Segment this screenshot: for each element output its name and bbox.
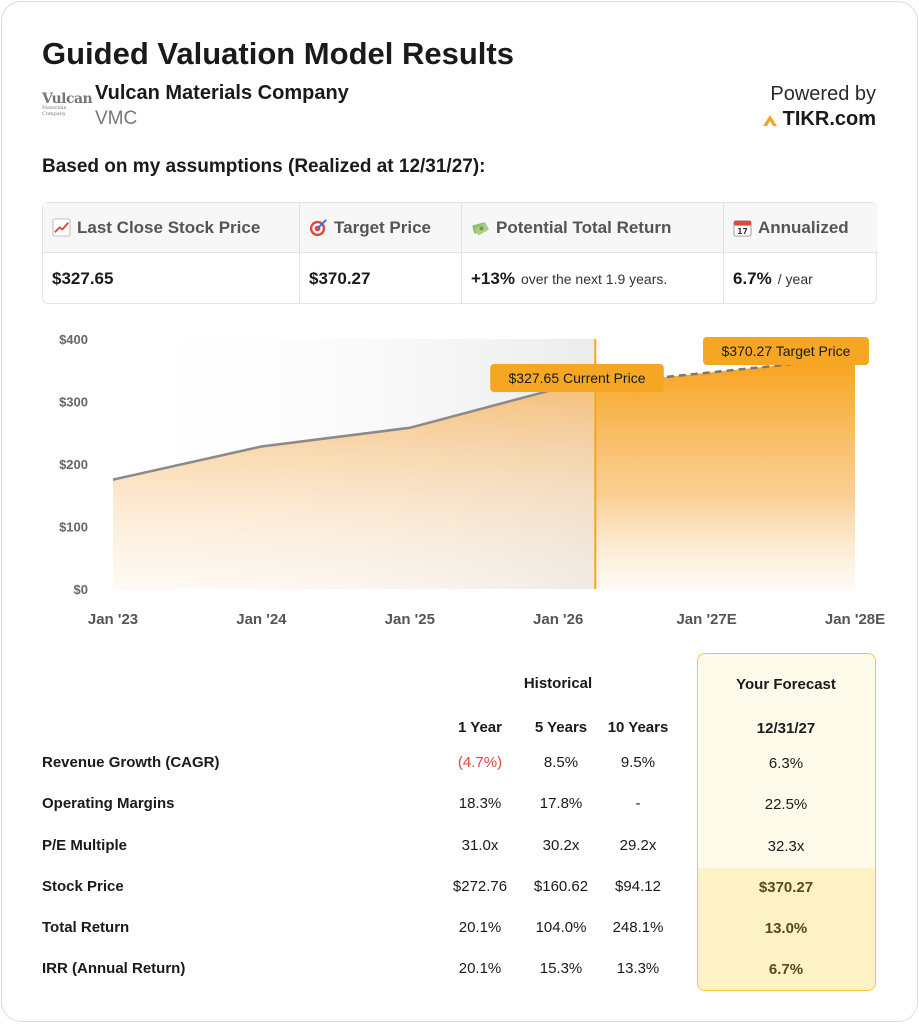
powered-by-label: Powered by (770, 83, 876, 105)
table-cell: 104.0% (535, 919, 587, 936)
annualized-label: Annualized (758, 217, 849, 237)
table-cell: 31.0x (461, 837, 499, 854)
x-tick-label: Jan '28E (825, 611, 885, 628)
table-cell: 9.5% (620, 754, 656, 771)
page-title: Guided Valuation Model Results (42, 36, 514, 71)
row-label: Stock Price (42, 878, 124, 895)
target-price-label-box (703, 337, 869, 365)
column-header: 10 Years (607, 719, 669, 736)
table-cell: 8.5% (543, 754, 579, 771)
table-cell: 18.3% (458, 795, 502, 812)
table-cell: 17.8% (539, 795, 583, 812)
forecast-cell: 6.3% (768, 755, 804, 772)
table-cell: $160.62 (533, 878, 589, 895)
y-tick-label: $0 (74, 582, 88, 597)
annualized-value: 6.7% (733, 268, 772, 288)
annualized-sub: / year (777, 270, 813, 287)
table-cell: $272.76 (452, 878, 508, 895)
summary-value: 6.7% / year (724, 253, 878, 304)
column-header: 1 Year (458, 719, 502, 736)
table-cell: (4.7%) (457, 754, 503, 771)
logo-text: Vulcan (42, 91, 93, 107)
forecast-area (595, 357, 855, 589)
forecast-cell: 6.7% (768, 961, 804, 978)
chart-up-icon (52, 218, 71, 237)
tikr-brand-link[interactable]: TIKR.com (762, 108, 876, 131)
table-cell: 29.2x (619, 837, 657, 854)
summary-value: $370.27 (300, 253, 461, 304)
total-return-label: Potential Total Return (496, 217, 672, 237)
forecast-cell: $370.27 (758, 879, 814, 896)
summary-target: Target Price $370.27 (300, 203, 462, 304)
historical-area (113, 384, 596, 589)
table-cell: 20.1% (458, 919, 502, 936)
y-tick-label: $400 (59, 332, 88, 347)
forecast-cell: 22.5% (764, 796, 808, 813)
forecast-cell: 13.0% (764, 920, 808, 937)
summary-annualized: 17 Annualized 6.7% / year (724, 203, 878, 304)
target-price-label: $370.27 Target Price (722, 343, 851, 359)
current-price-label: $327.65 Current Price (509, 370, 646, 386)
forecast-column (697, 653, 876, 991)
forecast-cell: 32.3x (767, 838, 805, 855)
tikr-brand-text: TIKR.com (782, 108, 876, 130)
target-label: Target Price (334, 217, 432, 237)
target-icon (309, 219, 327, 237)
summary-total-return: Potential Total Return +13% over the nex… (462, 203, 724, 304)
row-label: P/E Multiple (42, 837, 128, 854)
y-tick-label: $200 (59, 457, 88, 472)
forecast-date-header: 12/31/27 (756, 720, 816, 737)
historical-group-header: Historical (523, 675, 593, 692)
forecast-group-header: Your Forecast (736, 676, 836, 693)
tikr-logo-icon (762, 114, 777, 126)
svg-text:17: 17 (737, 227, 748, 236)
summary-table: Last Close Stock Price $327.65 Target Pr… (42, 202, 878, 304)
price-chart: $0 $100 $200 $300 $400 Jan '23 Jan '24 Jan '25 J… (59, 332, 885, 628)
row-label: IRR (Annual Return) (42, 960, 186, 977)
money-icon (472, 222, 489, 236)
last-close-value: $327.65 (52, 268, 114, 288)
summary-last-close: Last Close Stock Price $327.65 (43, 203, 300, 304)
summary-header: Target Price (300, 203, 461, 253)
x-tick-label: Jan '24 (236, 611, 287, 628)
total-return-sub: over the next 1.9 years. (520, 270, 668, 287)
summary-value: $327.65 (43, 253, 299, 304)
table-cell: 15.3% (539, 960, 583, 977)
company-name: Vulcan Materials Company (95, 82, 349, 104)
row-label: Operating Margins (42, 795, 175, 812)
current-price-label-box (490, 364, 664, 392)
x-tick-label: Jan '23 (88, 611, 138, 628)
table-cell: 30.2x (542, 837, 580, 854)
ticker-symbol: VMC (95, 108, 138, 129)
summary-header: 17 Annualized (724, 203, 878, 253)
table-cell: 13.3% (616, 960, 660, 977)
company-logo: Vulcan Materials Company (42, 91, 93, 117)
table-cell: - (635, 795, 641, 812)
calendar-icon: 17 (733, 220, 752, 237)
x-tick-label: Jan '25 (385, 611, 435, 628)
y-tick-label: $300 (59, 395, 88, 410)
row-label: Total Return (42, 919, 130, 936)
summary-value: +13% over the next 1.9 years. (462, 253, 723, 304)
summary-header: Potential Total Return (462, 203, 723, 253)
table-cell: 20.1% (458, 960, 502, 977)
forecast-highlight (698, 868, 875, 990)
table-cell: 248.1% (612, 919, 664, 936)
summary-header: Last Close Stock Price (43, 203, 299, 253)
total-return-value: +13% (471, 268, 515, 288)
last-close-label: Last Close Stock Price (77, 217, 261, 237)
assumptions-label: Based on my assumptions (Realized at 12/… (42, 156, 486, 177)
x-tick-label: Jan '27E (676, 611, 736, 628)
x-tick-label: Jan '26 (533, 611, 583, 628)
row-label: Revenue Growth (CAGR) (42, 754, 220, 771)
column-header: 5 Years (534, 719, 588, 736)
table-cell: $94.12 (615, 878, 661, 895)
logo-subtext: Materials Company (42, 105, 67, 117)
target-value: $370.27 (309, 268, 371, 288)
y-tick-label: $100 (59, 520, 88, 535)
